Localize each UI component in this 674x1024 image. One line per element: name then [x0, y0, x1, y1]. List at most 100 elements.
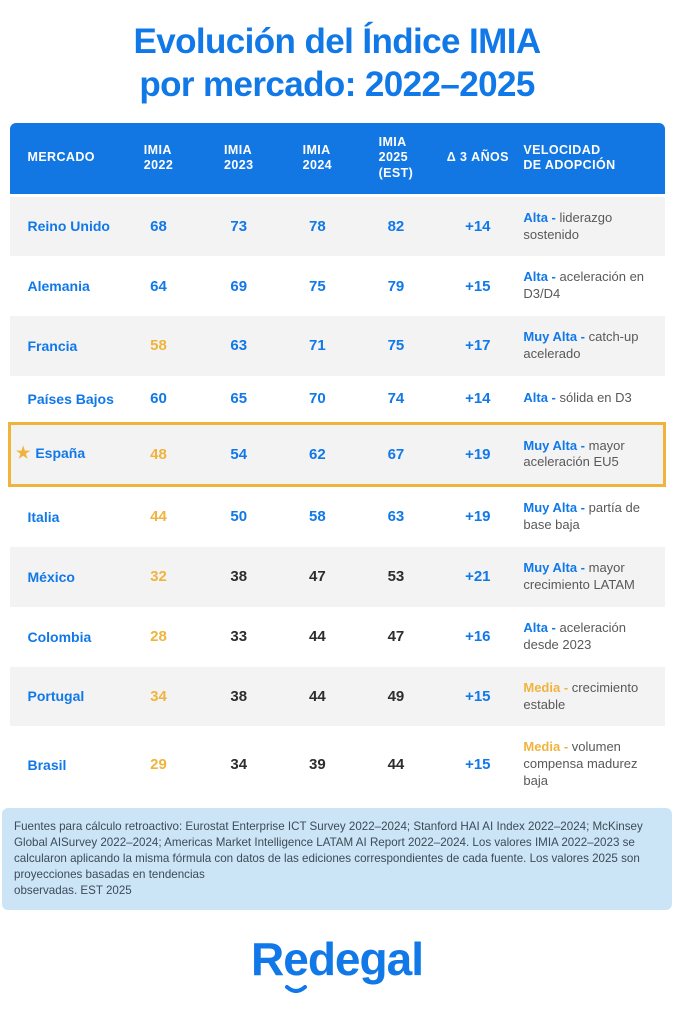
table-row: Reino Unido 68 73 78 82 +14 Alta - liderazgo s…	[9, 195, 665, 257]
imia-value-cell: 71	[308, 337, 326, 355]
adoption-speed-label: Muy Alta -	[523, 329, 589, 345]
adoption-speed-label: Muy Alta -	[523, 500, 589, 516]
adoption-speed-label: Alta -	[523, 269, 560, 285]
imia-value-cell: 34	[230, 755, 248, 773]
delta-3y-cell: +15	[465, 687, 491, 705]
imia-table: MERCADO IMIA 2022 IMIA 2023 IMIA 2024 IMIA 2…	[7, 122, 667, 804]
column-header-mercado: MERCADO	[9, 122, 118, 197]
imia-value-cell: 33	[230, 627, 248, 645]
imia-value-cell: 38	[230, 687, 248, 705]
market-name-cell: Colombia	[10, 607, 118, 667]
imia-value-cell: 75	[308, 277, 326, 295]
imia-value-cell: 44	[308, 627, 326, 645]
market-name: Alemania	[27, 278, 90, 295]
table-row: Países Bajos 60 65 70 74 +14 Alta - sólida en …	[9, 376, 665, 423]
adoption-speed-cell: Muy Alta - catch-up acelerado	[520, 316, 664, 376]
table-row: Portugal 34 38 44 49 +15 Media - crecimiento e…	[9, 666, 665, 727]
adoption-speed-cell: Alta - liderazgo sostenido	[520, 195, 664, 256]
imia-value-cell: 65	[230, 390, 248, 407]
adoption-speed-cell: Muy Alta - mayor crecimiento LATAM	[520, 547, 664, 607]
market-name-cell: Italia	[10, 486, 118, 547]
adoption-speed-description: mayor crecimiento LATAM	[523, 560, 635, 592]
adoption-speed-description: liderazgo sostenido	[523, 209, 613, 242]
delta-3y-cell: +19	[435, 421, 521, 488]
imia-value-cell: 39	[308, 755, 326, 773]
market-name-cell: Reino Unido	[10, 195, 118, 256]
market-name-cell: Países Bajos	[10, 376, 118, 423]
imia-value-cell: 48	[117, 421, 200, 488]
imia-value-cell: 50	[230, 508, 248, 526]
market-name-cell: Alemania	[10, 256, 118, 316]
imia-value-cell: 70	[308, 390, 326, 407]
imia-value-cell: 74	[387, 390, 405, 407]
adoption-speed-cell: Alta - aceleración en D3/D4	[520, 256, 664, 316]
imia-value-cell: 78	[308, 217, 326, 235]
sources-note: Fuentes para cálculo retroactivo: Eurost…	[2, 808, 672, 910]
imia-value-cell: 82	[387, 217, 405, 235]
table-row: Italia 44 50 58 63 +19 Muy Alta - partía de ba…	[9, 485, 665, 548]
market-name: España	[35, 444, 86, 461]
market-name: Reino Unido	[27, 218, 110, 235]
imia-value-cell: 47	[387, 627, 405, 645]
table-row: México 32 38 47 53 +21 Muy Alta - mayor crecim…	[9, 547, 665, 607]
logo-letter: R	[251, 933, 284, 985]
logo-smile-icon	[284, 985, 307, 993]
adoption-speed-cell: Media - volumen compensa madurez baja	[520, 726, 664, 803]
column-header-imia-2023: IMIA 2023	[199, 122, 279, 197]
adoption-speed-label: Media -	[523, 679, 572, 695]
imia-value-cell: 63	[230, 337, 248, 355]
delta-3y-cell: +21	[465, 568, 491, 586]
market-name: Francia	[27, 338, 78, 355]
column-header-label: VELOCIDAD DE ADOPCIÓN	[523, 142, 616, 173]
market-name: Colombia	[27, 628, 92, 645]
market-name: México	[27, 568, 75, 585]
adoption-speed-label: Muy Alta -	[523, 437, 589, 453]
adoption-speed-cell: Muy Alta - mayor aceleración EU5	[520, 421, 667, 488]
adoption-speed-description: crecimiento estable	[523, 679, 639, 712]
imia-value-cell: 69	[230, 277, 248, 295]
delta-3y-cell: +19	[465, 508, 491, 526]
imia-value-cell: 64	[150, 277, 167, 295]
imia-value-cell: 44	[387, 755, 405, 773]
imia-value-cell: 75	[387, 337, 405, 355]
table-row: Colombia 28 33 44 47 +16 Alta - aceleración de…	[9, 606, 665, 667]
adoption-speed-cell: Alta - sólida en D3	[520, 376, 664, 423]
market-name: Brasil	[27, 756, 67, 773]
table-row: Alemania 64 69 75 79 +15 Alta - aceleración en…	[9, 256, 665, 317]
redegal-logo: Re degal	[0, 932, 674, 993]
delta-3y-cell: +16	[465, 627, 491, 645]
table-body: Reino Unido 68 73 78 82 +14 Alta - liderazgo s…	[7, 195, 667, 804]
imia-value-cell: 63	[387, 508, 405, 526]
imia-value-cell: 54	[199, 421, 279, 488]
column-header-label: IMIA 2024	[302, 142, 333, 173]
imia-value-cell: 62	[278, 421, 357, 488]
table-header-row: MERCADO IMIA 2022 IMIA 2023 IMIA 2024 IMIA 2…	[9, 122, 665, 197]
column-header-label: IMIA 2022	[143, 142, 174, 173]
table-row: Francia 58 63 71 75 +17 Muy Alta - catch-up ac…	[9, 316, 665, 376]
adoption-speed-description: aceleración en D3/D4	[523, 269, 645, 302]
market-name-cell: Portugal	[10, 667, 118, 727]
column-header-label: IMIA 2025 (EST)	[378, 134, 414, 181]
column-header-imia-2025-est: IMIA 2025 (EST)	[356, 122, 436, 197]
market-name: Países Bajos	[27, 390, 114, 407]
adoption-speed-cell: Alta - aceleración desde 2023	[520, 607, 664, 667]
imia-value-cell: 29	[150, 755, 167, 773]
table-row: Brasil 29 34 39 44 +15 Media - volumen compens…	[9, 726, 665, 804]
imia-value-cell: 44	[308, 687, 326, 705]
market-name-cell: México	[10, 547, 118, 607]
delta-3y-cell: +17	[465, 337, 491, 355]
imia-value-cell: 38	[230, 568, 248, 586]
adoption-speed-description: aceleración desde 2023	[523, 619, 626, 652]
delta-3y-cell: +15	[465, 277, 491, 295]
column-header-label: IMIA 2023	[224, 142, 254, 173]
imia-value-cell: 49	[387, 687, 405, 705]
market-name-cell: Brasil	[10, 726, 118, 803]
adoption-speed-description: catch-up acelerado	[523, 329, 639, 362]
imia-value-cell: 68	[150, 217, 167, 235]
imia-value-cell: 44	[150, 508, 167, 526]
adoption-speed-label: Media -	[523, 739, 572, 755]
imia-value-cell: 32	[150, 568, 167, 586]
delta-3y-cell: +14	[465, 390, 491, 407]
adoption-speed-label: Alta -	[523, 619, 560, 635]
